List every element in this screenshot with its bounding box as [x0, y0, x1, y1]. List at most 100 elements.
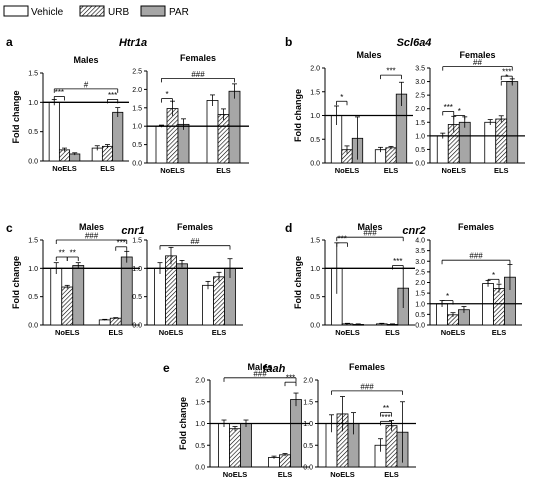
group-title: Females [177, 222, 213, 232]
bar-par-els [290, 399, 302, 468]
gene-title-b: Scl6a4 [397, 37, 432, 49]
significance-label: ## [473, 58, 482, 67]
bar-vehicle-els [484, 121, 497, 164]
significance-label: ### [360, 382, 374, 391]
y-axis-label: Fold change [11, 90, 21, 143]
significance-label: ### [469, 252, 483, 261]
group-title: Females [349, 362, 385, 372]
y-tick-label: 0.5 [195, 443, 205, 450]
x-category-label: NoELS [335, 328, 360, 337]
significance-label: *** [502, 68, 511, 77]
y-tick-label: 0.5 [415, 147, 425, 154]
y-tick-label: 2.5 [415, 93, 425, 100]
y-tick-label: 1.0 [28, 266, 38, 273]
x-category-label: NoELS [441, 328, 466, 337]
y-axis-label: Fold change [11, 256, 21, 309]
gene-title-a: Htr1a [119, 37, 147, 49]
bar-vehicle-noels [50, 267, 63, 326]
group-title: Females [180, 53, 216, 63]
y-tick-label: 0.5 [28, 129, 38, 136]
bar-urb-noels [165, 255, 177, 326]
y-tick-label: 1.5 [415, 291, 425, 298]
bar-vehicle-noels [154, 267, 166, 326]
y-tick-label: 1.0 [310, 113, 320, 120]
legend-label-vehicle: Vehicle [31, 7, 64, 18]
x-category-label: ELS [494, 166, 509, 175]
bar-par-els [112, 111, 124, 162]
y-tick-label: 1.0 [132, 266, 142, 273]
significance-label: * [165, 90, 168, 99]
y-tick-label: 1.0 [415, 301, 425, 308]
y-axis-label: Fold change [178, 397, 188, 450]
significance-label: * [458, 107, 461, 116]
x-category-label: NoELS [55, 328, 80, 337]
y-tick-label: 3.0 [415, 79, 425, 86]
y-tick-label: 0.0 [415, 323, 425, 330]
y-tick-label: 0.0 [28, 159, 38, 166]
bar-urb-els [385, 147, 397, 164]
y-tick-label: 1.0 [310, 266, 320, 273]
y-tick-label: 3.5 [415, 66, 425, 73]
y-tick-label: 1.5 [132, 238, 142, 245]
group-title: Females [458, 222, 494, 232]
bar-vehicle-noels [48, 101, 60, 162]
significance-label: *** [117, 238, 126, 247]
legend-label-urb: URB [108, 7, 129, 18]
panel-d-males: Males 0.0 0.5 1.0 1.5 Fold change NoELS ELS *** *… [293, 222, 415, 337]
panel-letter-c: c [6, 221, 13, 235]
x-category-label: ELS [100, 164, 115, 173]
x-category-label: ELS [216, 166, 231, 175]
y-axis-label: Fold change [293, 256, 303, 309]
bar-urb-els [493, 288, 505, 326]
significance-label: ** [59, 249, 65, 258]
y-tick-label: 1.5 [195, 399, 205, 406]
bar-vehicle-els [268, 457, 280, 468]
bar-urb-els [495, 118, 508, 164]
significance-label: * [340, 93, 343, 102]
y-tick-label: 0.5 [132, 142, 142, 149]
bar-par-noels [177, 123, 190, 164]
group-title: Males [73, 55, 98, 65]
group-title: Males [357, 222, 382, 232]
significance-label: # [84, 80, 89, 89]
x-category-label: NoELS [335, 166, 360, 175]
significance-label: * [505, 73, 508, 82]
y-tick-label: 0.5 [28, 294, 38, 301]
panel-letter-e: e [163, 361, 170, 375]
significance-label: ### [191, 70, 205, 79]
x-category-label: ELS [384, 166, 399, 175]
significance-label: *** [444, 103, 453, 112]
panel-a-males: Males 0.0 0.5 1.0 1.5 Fold change NoELS ELS *** *… [11, 55, 129, 173]
y-tick-label: 0.5 [303, 443, 313, 450]
panel-b-males: Males 0.0 0.5 1.0 1.5 2.0 Fold change NoELS ELS *… [293, 50, 413, 175]
bar-par-els [120, 256, 133, 326]
bar-vehicle-els [202, 284, 214, 326]
significance-label: * [446, 292, 449, 301]
panel-d-females: Females 0.0 0.5 1.0 1.5 2.0 2.5 3.0 3.5 4.0 NoELS E… [415, 222, 522, 337]
y-tick-label: 0.5 [415, 312, 425, 319]
legend-swatch-vehicle [3, 5, 29, 17]
x-category-label: ELS [278, 470, 293, 479]
bar-urb-els [279, 454, 291, 468]
x-category-label: ELS [108, 328, 123, 337]
bar-urb-noels [166, 108, 179, 164]
bar-par-noels [176, 263, 188, 326]
y-tick-label: 3.0 [415, 259, 425, 266]
y-tick-label: 3.5 [415, 248, 425, 255]
y-tick-label: 0.0 [415, 161, 425, 168]
panel-letter-a: a [6, 35, 13, 49]
significance-label: *** [386, 67, 395, 76]
bar-par-els [228, 90, 241, 164]
y-tick-label: 1.5 [415, 120, 425, 127]
bar-vehicle-noels [155, 125, 168, 164]
significance-label: *** [337, 234, 346, 243]
significance-label: ## [191, 237, 200, 246]
group-title: Males [356, 50, 381, 60]
y-tick-label: 1.5 [28, 71, 38, 78]
bar-par-els [506, 81, 519, 164]
x-category-label: ELS [212, 328, 227, 337]
y-tick-label: 2.0 [303, 378, 313, 385]
x-category-label: NoELS [330, 470, 355, 479]
bar-urb-els [109, 317, 122, 326]
